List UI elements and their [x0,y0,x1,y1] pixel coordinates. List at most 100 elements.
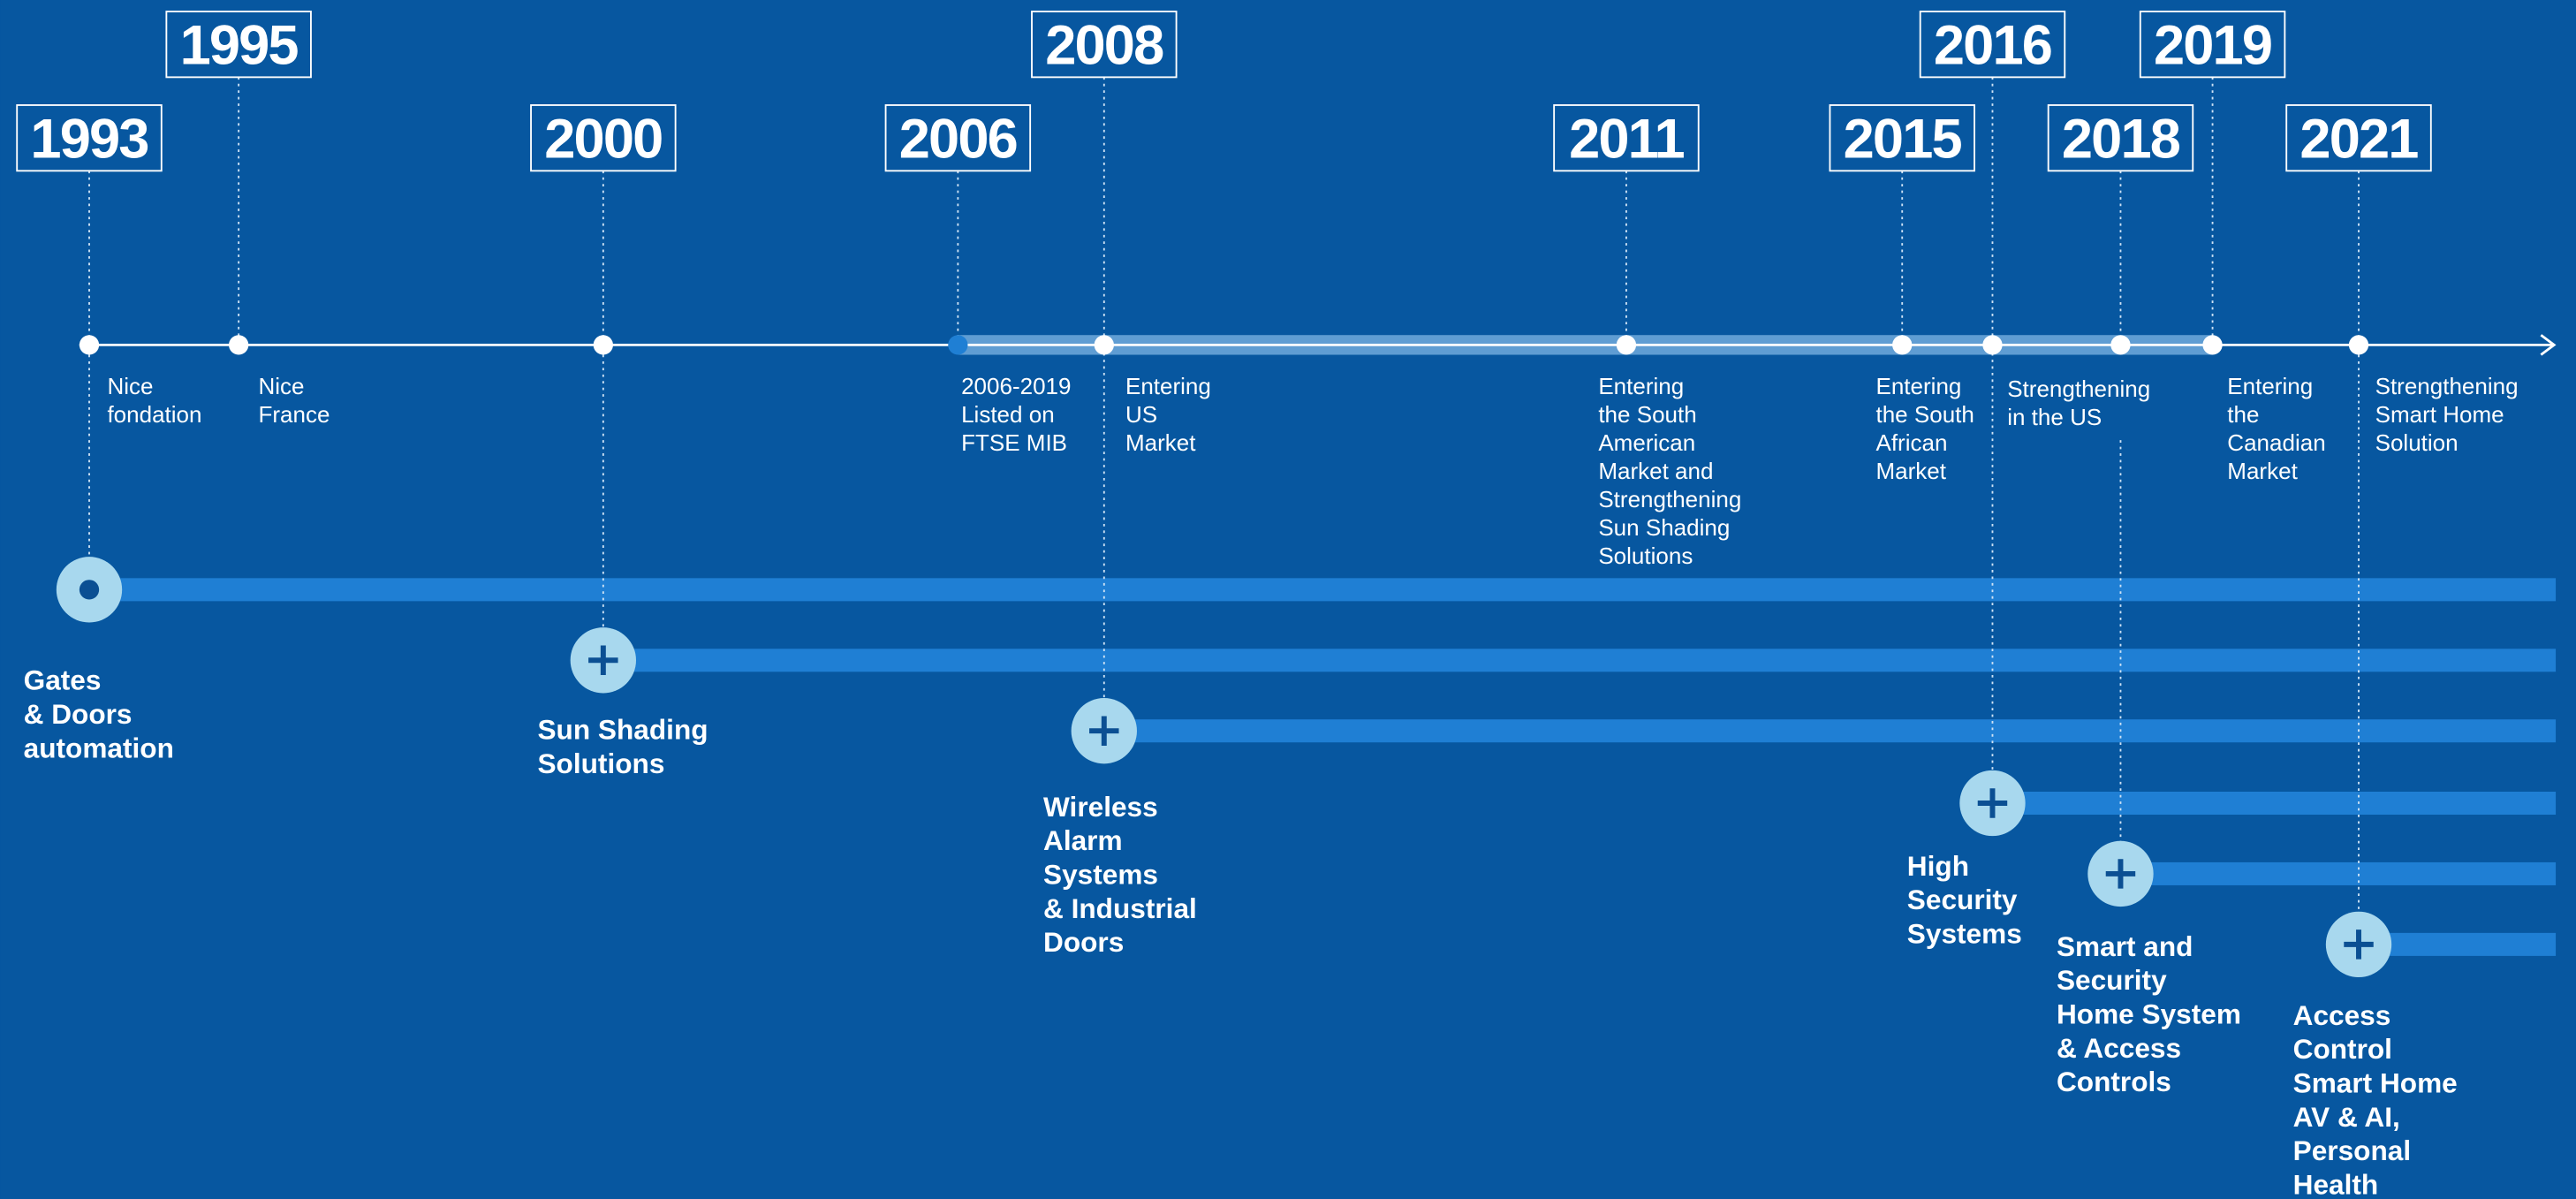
business-line: & Access [2057,1032,2181,1064]
year-box [1031,11,1178,79]
event-line: the South [1875,401,1974,428]
milestone-dot [229,335,249,355]
event-line: the [2227,401,2259,428]
business-line: & Doors [24,698,133,730]
year-label: 2015 [1844,108,1962,170]
year-label: 2021 [2299,108,2418,170]
business-line: Controls [2057,1066,2171,1097]
year-label: 2016 [1934,14,2051,76]
year-box [16,104,163,172]
business-line: Doors [1043,926,1124,958]
year-box [2285,104,2432,172]
event-line: FTSE MIB [961,429,1067,456]
event-line: Smart Home [2375,401,2504,428]
node-dot [79,580,100,600]
business-line: Alarm [1043,824,1123,856]
milestone-dot [79,335,100,355]
business-bar [2120,861,2557,885]
business-line: Solutions [537,747,664,779]
event-line: African [1875,429,1947,456]
year-label: 2000 [544,108,662,170]
node-plus [2105,859,2136,889]
event-line: American [1598,429,1695,456]
event-line: Nice [107,373,153,399]
business-bar [602,649,2557,672]
event-line: Solution [2375,429,2459,456]
business-line: High [1907,850,1969,882]
event-line: Canadian [2227,429,2325,456]
event-line: Entering [1125,373,1211,399]
year-label: 1993 [30,108,148,170]
milestone-dot [1982,335,2003,355]
event-line: US [1125,401,1157,428]
event-line: France [258,401,330,428]
node-plus [588,645,618,676]
milestone-dot [593,335,613,355]
business-line: automation [24,732,174,763]
event-line: Listed on [961,401,1055,428]
business-line: Wireless [1043,791,1158,823]
business-line: AV & AI, [2293,1101,2400,1133]
event-line: in the US [2007,404,2102,430]
business-bar [89,578,2557,602]
year-label: 2011 [1569,108,1684,170]
business-line: Security [2057,964,2167,996]
business-line: Systems [1043,858,1158,890]
year-box [884,104,1032,172]
event-line: Market [1125,429,1196,456]
milestone-dot [1094,335,1114,355]
business-line: Access [2293,999,2391,1031]
event-line: the South [1598,401,1696,428]
milestone-dot [2348,335,2369,355]
business-line: Gates [24,664,102,696]
business-line: Sun Shading [537,714,708,746]
node-plus [1089,716,1119,746]
business-line: Control [2293,1033,2392,1065]
business-line: Systems [1907,917,2022,949]
business-bar [1992,791,2557,816]
year-box [530,104,677,172]
event-line: Market [1875,458,1946,484]
milestone-dot [948,335,968,355]
event-line: Strengthening [2007,376,2150,402]
business-line: Smart and [2057,930,2193,962]
event-line: Strengthening [2375,373,2519,399]
business-line: Security [1907,884,2018,915]
year-box [2139,11,2286,79]
year-label: 2019 [2154,14,2271,76]
business-line: Health [2293,1168,2379,1199]
year-box [1553,104,1700,172]
milestone-dot [2110,335,2131,355]
event-line: Entering [2227,373,2313,399]
event-line: Entering [1598,373,1684,399]
milestone-dot [1616,335,1637,355]
business-line: Home System [2057,998,2241,1029]
node-plus [2344,930,2374,960]
year-box [1919,11,2066,79]
milestone-dot [1892,335,1913,355]
year-label: 1995 [180,14,299,76]
event-line: Sun Shading [1598,514,1730,541]
year-box [165,11,312,79]
business-line: & Industrial [1043,892,1197,924]
year-label: 2006 [899,108,1017,170]
business-bar [1103,719,2557,743]
milestone-dot [2202,335,2223,355]
event-line: Strengthening [1598,486,1741,512]
event-line: 2006-2019 [961,373,1071,399]
business-line: Smart Home [2293,1067,2458,1099]
